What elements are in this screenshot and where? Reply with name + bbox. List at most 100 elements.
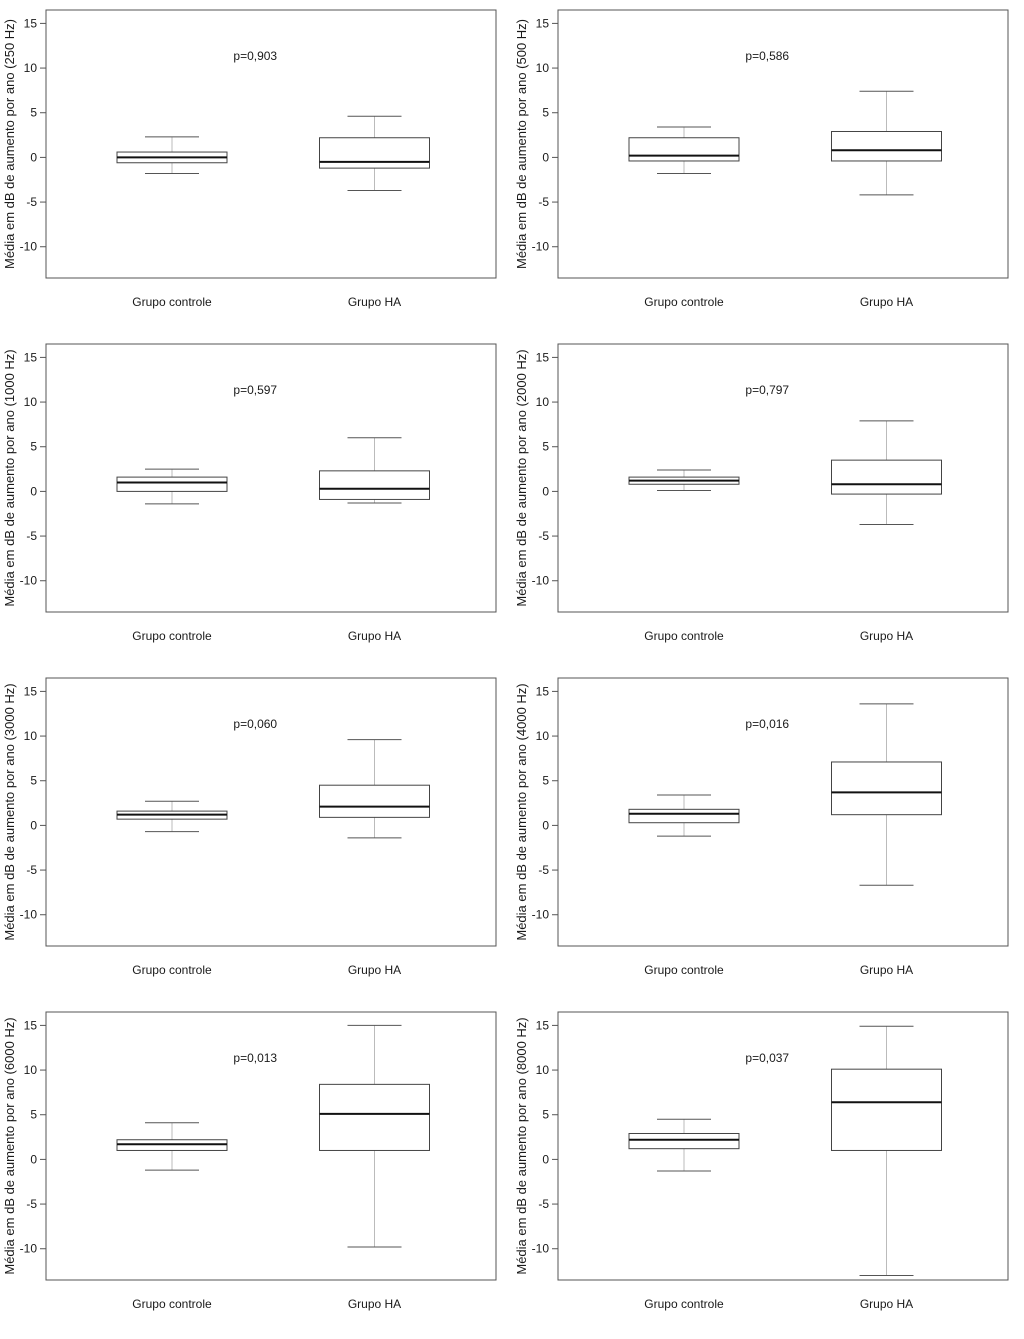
box-rect	[628, 808, 740, 824]
y-tick-label: 0	[542, 1152, 549, 1166]
plot-frame	[45, 343, 497, 613]
boxplot-panel-2: 15 10 5 0 -5 -10 Média em dB de aumento por an…	[0, 334, 512, 668]
y-tick-label: 0	[30, 484, 37, 498]
x-category-label: Grupo controle	[644, 963, 724, 977]
y-tick-label: 10	[536, 395, 550, 409]
y-tick-label: 5	[542, 440, 549, 454]
y-tick-label: -5	[538, 1197, 549, 1211]
y-tick-label: -5	[26, 529, 37, 543]
y-tick-label: 0	[30, 150, 37, 164]
y-tick-label: 15	[24, 16, 38, 30]
p-value-label: p=0,597	[233, 383, 277, 397]
plot-frame	[557, 1011, 1009, 1281]
x-category-label: Grupo HA	[348, 1297, 401, 1311]
x-category-label: Grupo HA	[860, 295, 913, 309]
y-tick-label: 0	[542, 150, 549, 164]
boxplot-panel-3: 15 10 5 0 -5 -10 Média em dB de aumento por an…	[512, 334, 1024, 668]
y-tick-label: 5	[30, 774, 37, 788]
y-tick-label: -10	[532, 908, 550, 922]
y-tick-label: 15	[536, 16, 550, 30]
plot-frame	[557, 677, 1009, 947]
y-axis-label: Média em dB de aumento por ano (1000 Hz)	[2, 349, 17, 606]
box-rect	[319, 784, 430, 818]
y-axis-label: Média em dB de aumento por ano (2000 Hz)	[514, 349, 529, 606]
y-tick-label: 5	[30, 440, 37, 454]
boxplot-panel-5: 15 10 5 0 -5 -10 Média em dB de aumento por an…	[512, 668, 1024, 1002]
x-category-label: Grupo controle	[644, 1297, 724, 1311]
y-tick-label: -5	[26, 1197, 37, 1211]
y-tick-label: 15	[536, 684, 550, 698]
box-rect	[319, 137, 430, 169]
x-category-label: Grupo HA	[348, 295, 401, 309]
y-tick-label: 5	[30, 106, 37, 120]
y-axis-label: Média em dB de aumento por ano (8000 Hz)	[514, 1017, 529, 1274]
y-tick-label: 5	[30, 1108, 37, 1122]
boxplot-panel-7: 15 10 5 0 -5 -10 Média em dB de aumento por an…	[512, 1002, 1024, 1336]
x-category-label: Grupo HA	[860, 629, 913, 643]
x-category-label: Grupo controle	[644, 295, 724, 309]
y-axis-label: Média em dB de aumento por ano (6000 Hz)	[2, 1017, 17, 1274]
y-tick-label: 15	[24, 684, 38, 698]
y-tick-label: -10	[532, 1242, 550, 1256]
box-rect	[319, 1083, 430, 1151]
box-rect	[831, 130, 942, 162]
plot-frame	[557, 9, 1009, 279]
y-tick-label: 15	[536, 350, 550, 364]
plot-frame	[45, 9, 497, 279]
y-tick-label: 10	[536, 61, 550, 75]
box-rect	[831, 761, 942, 816]
y-axis-label: Média em dB de aumento por ano (250 Hz)	[2, 19, 17, 269]
y-tick-label: -5	[26, 195, 37, 209]
y-axis-label: Média em dB de aumento por ano (4000 Hz)	[514, 683, 529, 940]
plot-frame	[45, 1011, 497, 1281]
y-tick-label: 10	[536, 1063, 550, 1077]
box-rect	[628, 1132, 740, 1150]
p-value-label: p=0,797	[745, 383, 789, 397]
plot-frame	[45, 677, 497, 947]
p-value-label: p=0,903	[233, 49, 277, 63]
p-value-label: p=0,013	[233, 1051, 277, 1065]
boxplot-panel-0: 15 10 5 0 -5 -10 Média em dB de aumento por an…	[0, 0, 512, 334]
y-tick-label: -5	[538, 529, 549, 543]
y-tick-label: 10	[24, 729, 38, 743]
boxplot-panel-1: 15 10 5 0 -5 -10 Média em dB de aumento por an…	[512, 0, 1024, 334]
y-tick-label: 0	[542, 484, 549, 498]
y-tick-label: 0	[30, 1152, 37, 1166]
x-category-label: Grupo HA	[860, 1297, 913, 1311]
p-value-label: p=0,060	[233, 717, 277, 731]
y-tick-label: -5	[26, 863, 37, 877]
y-tick-label: -10	[20, 1242, 38, 1256]
y-tick-label: -10	[20, 240, 38, 254]
p-value-label: p=0,586	[745, 49, 789, 63]
x-category-label: Grupo controle	[644, 629, 724, 643]
y-tick-label: 0	[542, 818, 549, 832]
box-rect	[628, 137, 740, 162]
x-category-label: Grupo controle	[132, 629, 212, 643]
y-tick-label: -10	[532, 574, 550, 588]
y-tick-label: 10	[24, 395, 38, 409]
y-tick-label: -5	[538, 195, 549, 209]
box-rect	[319, 470, 430, 500]
boxplot-panel-6: 15 10 5 0 -5 -10 Média em dB de aumento por an…	[0, 1002, 512, 1336]
y-axis-label: Média em dB de aumento por ano (3000 Hz)	[2, 683, 17, 940]
y-tick-label: 15	[24, 1018, 38, 1032]
x-category-label: Grupo HA	[860, 963, 913, 977]
boxplot-panel-4: 15 10 5 0 -5 -10 Média em dB de aumento por an…	[0, 668, 512, 1002]
y-tick-label: 0	[30, 818, 37, 832]
plot-frame	[557, 343, 1009, 613]
y-tick-label: -5	[538, 863, 549, 877]
y-tick-label: 10	[536, 729, 550, 743]
box-rect	[116, 476, 228, 492]
y-tick-label: 5	[542, 774, 549, 788]
x-category-label: Grupo controle	[132, 1297, 212, 1311]
x-category-label: Grupo controle	[132, 963, 212, 977]
y-tick-label: 15	[24, 350, 38, 364]
box-rect	[831, 1068, 942, 1151]
